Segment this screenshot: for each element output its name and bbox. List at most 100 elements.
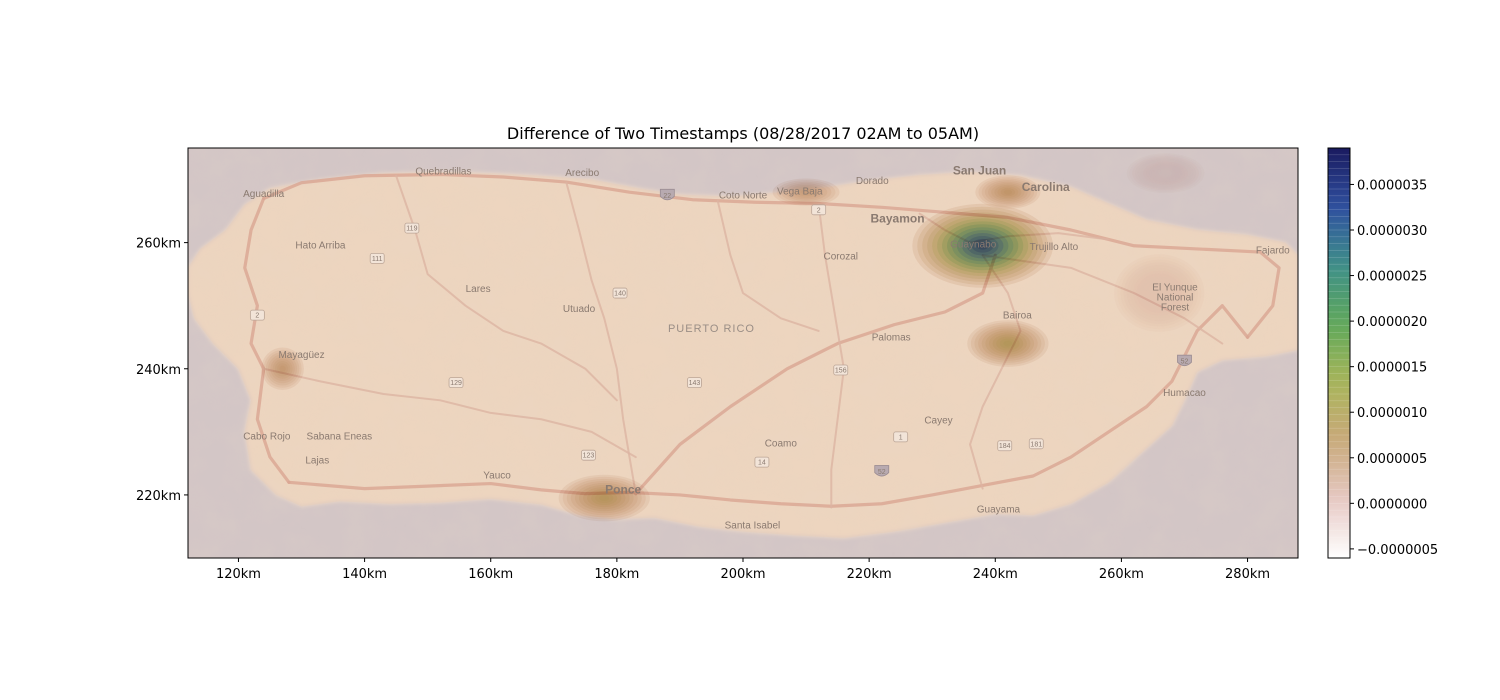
road-line bbox=[817, 203, 845, 509]
place-label: Santa Isabel bbox=[725, 520, 781, 531]
shield-label: 143 bbox=[689, 380, 701, 387]
heat-contour bbox=[1003, 189, 1013, 195]
place-label: Humacao bbox=[1163, 388, 1206, 399]
place-label: Vega Baja bbox=[777, 187, 823, 198]
colorbar-tick-label: 0.0000015 bbox=[1357, 361, 1427, 376]
route-shield-icon: 181 bbox=[1028, 438, 1044, 450]
heatmap-layer bbox=[261, 153, 1205, 522]
x-tick-label: 260km bbox=[1099, 567, 1144, 582]
shield-shape bbox=[612, 287, 628, 299]
place-label: Lares bbox=[466, 284, 491, 295]
shield-shape bbox=[404, 222, 420, 234]
place-label: Cayey bbox=[924, 416, 952, 427]
place-label: Mayagüez bbox=[278, 350, 324, 361]
x-axis: 120km 140km 160km 180km 200km 220km 240km 260km… bbox=[216, 558, 1270, 582]
map-label-layer: PUERTO RICO San Juan Carolina Bayamon Guayna… bbox=[243, 163, 1290, 531]
place-label: Lajas bbox=[305, 455, 329, 466]
route-shield-icon: 129 bbox=[448, 377, 464, 389]
route-shield-icon: 123 bbox=[581, 449, 596, 461]
x-tick-label: 220km bbox=[847, 567, 892, 582]
route-shield-icon: 52 bbox=[874, 465, 890, 477]
shield-shape bbox=[1028, 438, 1044, 450]
place-label: Hato Arriba bbox=[295, 240, 345, 251]
place-label: Aguadilla bbox=[243, 189, 285, 200]
route-shield-icon: 1 bbox=[893, 431, 909, 443]
road-line bbox=[262, 172, 1281, 339]
colorbar-tick-label: 0.0000025 bbox=[1357, 270, 1427, 285]
x-tick-label: 120km bbox=[216, 567, 261, 582]
place-label: National bbox=[1157, 293, 1194, 304]
heat-hotspot bbox=[912, 203, 1054, 288]
place-label: Bayamon bbox=[871, 211, 925, 225]
route-shield-icon: 2 bbox=[811, 204, 827, 216]
place-label: Yauco bbox=[483, 471, 511, 482]
shield-label: 129 bbox=[450, 380, 462, 387]
shield-shape bbox=[448, 377, 464, 389]
route-shield-icon: 111 bbox=[369, 252, 385, 264]
shield-shape bbox=[893, 431, 909, 443]
place-label: Guayama bbox=[977, 505, 1021, 516]
colorbar-tick-label: 0.0000000 bbox=[1357, 497, 1427, 512]
place-label: Utuado bbox=[563, 304, 596, 315]
heat-hotspot bbox=[772, 178, 840, 206]
terrain-texture bbox=[188, 148, 1298, 558]
shield-label: 14 bbox=[758, 460, 766, 467]
shield-label: 123 bbox=[583, 453, 595, 460]
road-line bbox=[243, 196, 291, 484]
shield-shape bbox=[1177, 354, 1192, 367]
y-tick-label: 220km bbox=[136, 489, 181, 504]
route-shield-icon: 52 bbox=[1177, 354, 1192, 367]
colorbar-tick-label: −0.0000005 bbox=[1357, 543, 1438, 558]
x-tick-label: 180km bbox=[594, 567, 639, 582]
x-tick-label: 200km bbox=[720, 567, 765, 582]
shield-label: 119 bbox=[406, 226, 417, 233]
place-label: Coto Norte bbox=[719, 190, 768, 201]
colorbar-axis: −0.0000005 0.0000000 0.0000005 0.0000010 0.0… bbox=[1350, 178, 1438, 558]
route-shield-icon: 2 bbox=[249, 309, 265, 321]
route-shield-icon: 140 bbox=[612, 287, 628, 299]
place-label: Arecibo bbox=[565, 168, 599, 179]
heat-contour bbox=[599, 495, 610, 502]
x-tick-label: 140km bbox=[342, 567, 387, 582]
colorbar-frame bbox=[1327, 147, 1351, 559]
road-line bbox=[716, 199, 820, 332]
heat-contour bbox=[976, 241, 989, 250]
route-shield-icon: 184 bbox=[997, 440, 1013, 452]
shield-label: 184 bbox=[999, 443, 1011, 450]
shield-label: 181 bbox=[1030, 441, 1042, 448]
place-label: Coamo bbox=[765, 438, 798, 449]
colorbar-tick-label: 0.0000020 bbox=[1357, 315, 1427, 330]
place-label: Dorado bbox=[856, 176, 889, 187]
shield-shape bbox=[369, 252, 385, 264]
y-axis: 220km 240km 260km bbox=[136, 237, 188, 504]
shield-shape bbox=[581, 449, 596, 461]
shield-shape bbox=[687, 377, 702, 389]
colorbar-contour-lines bbox=[1328, 147, 1350, 559]
shield-label: 156 bbox=[835, 368, 847, 375]
x-tick-label: 240km bbox=[973, 567, 1018, 582]
basemap-layer bbox=[188, 148, 1298, 558]
shield-label: 140 bbox=[614, 291, 626, 298]
colorbar: −0.0000005 0.0000000 0.0000005 0.0000010 0.0… bbox=[1327, 147, 1438, 559]
plot-area: PUERTO RICO San Juan Carolina Bayamon Guayna… bbox=[188, 148, 1298, 558]
heat-hotspot bbox=[558, 474, 650, 522]
y-tick-label: 240km bbox=[136, 363, 181, 378]
shield-label: 52 bbox=[1181, 359, 1189, 366]
heat-hotspot bbox=[967, 320, 1049, 367]
road-line bbox=[262, 367, 637, 459]
colorbar-fill bbox=[1328, 148, 1350, 558]
heat-contour bbox=[1161, 170, 1170, 176]
place-label: Ponce bbox=[605, 483, 641, 497]
x-tick-label: 160km bbox=[468, 567, 513, 582]
heat-contour bbox=[801, 189, 812, 195]
shield-shape bbox=[997, 440, 1013, 452]
heat-contour bbox=[1155, 289, 1164, 297]
road-line bbox=[634, 253, 997, 496]
road-line bbox=[969, 254, 1022, 490]
heat-hotspot bbox=[261, 347, 304, 391]
shield-label: 2 bbox=[255, 313, 259, 320]
heat-hotspot bbox=[1126, 153, 1205, 194]
heat-hotspot bbox=[975, 175, 1041, 209]
shield-shape bbox=[754, 456, 770, 468]
